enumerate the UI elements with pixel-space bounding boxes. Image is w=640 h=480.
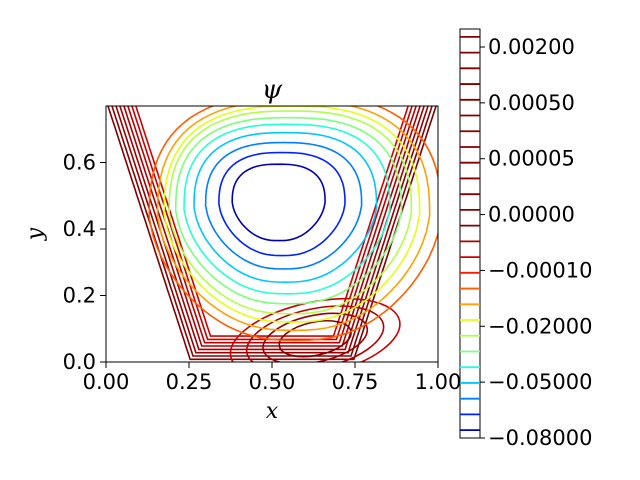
y-tick-label: 0.4	[63, 217, 96, 241]
colorbar-tick-label: −0.02000	[488, 314, 592, 338]
y-tick-label: 0.0	[63, 350, 96, 374]
secondary-vortex-contour	[245, 305, 385, 362]
colorbar-level-lines	[460, 35, 480, 432]
axes-frame	[105, 105, 439, 363]
vortex-contour	[148, 106, 438, 342]
colorbar-tick-label: 0.00005	[488, 147, 575, 171]
y-axis-ticks: 0.0 0.2 0.4 0.6	[63, 151, 106, 374]
x-tick-label: 0.25	[166, 370, 213, 394]
colorbar-tick-label: 0.00050	[488, 91, 575, 115]
contour-lines	[107, 106, 438, 362]
x-tick-label: 1.00	[415, 370, 462, 394]
vortex-contour	[156, 106, 431, 332]
colorbar-tick-label: −0.05000	[488, 370, 592, 394]
colorbar: 0.00200 0.00050 0.00005 0.00000 −0.00010 −0.0…	[459, 28, 592, 450]
x-tick-label: 0.00	[83, 370, 130, 394]
y-tick-label: 0.2	[63, 284, 96, 308]
x-axis-label: x	[266, 399, 279, 424]
colorbar-tick-label: −0.00010	[488, 258, 592, 282]
x-axis-ticks: 0.00 0.25 0.50 0.75 1.00	[83, 362, 462, 394]
boundary-streamline	[123, 106, 421, 347]
vortex-contour	[231, 163, 326, 242]
x-tick-label: 0.75	[332, 370, 379, 394]
y-axis-label: y	[23, 227, 48, 241]
chart-title: ψ	[262, 75, 283, 105]
vortex-contour	[218, 151, 346, 257]
boundary-streamline	[115, 106, 429, 354]
colorbar-frame	[459, 28, 481, 439]
x-tick-label: 0.50	[249, 370, 296, 394]
vortex-contour	[183, 123, 391, 295]
colorbar-tick-label: 0.00000	[488, 203, 575, 227]
colorbar-tick-label: −0.08000	[488, 426, 592, 450]
vortex-contour	[204, 141, 363, 270]
vortex-contour	[193, 131, 378, 284]
y-tick-label: 0.6	[63, 151, 96, 175]
colorbar-tick-label: 0.00200	[488, 35, 575, 59]
colorbar-ticks: 0.00200 0.00050 0.00005 0.00000 −0.00010 −0.0…	[480, 35, 592, 450]
vortex-contour	[168, 110, 413, 315]
plot-area	[107, 106, 438, 362]
boundary-streamline	[135, 106, 409, 337]
vortex-contour	[174, 116, 403, 305]
vortex-contour	[163, 106, 421, 323]
